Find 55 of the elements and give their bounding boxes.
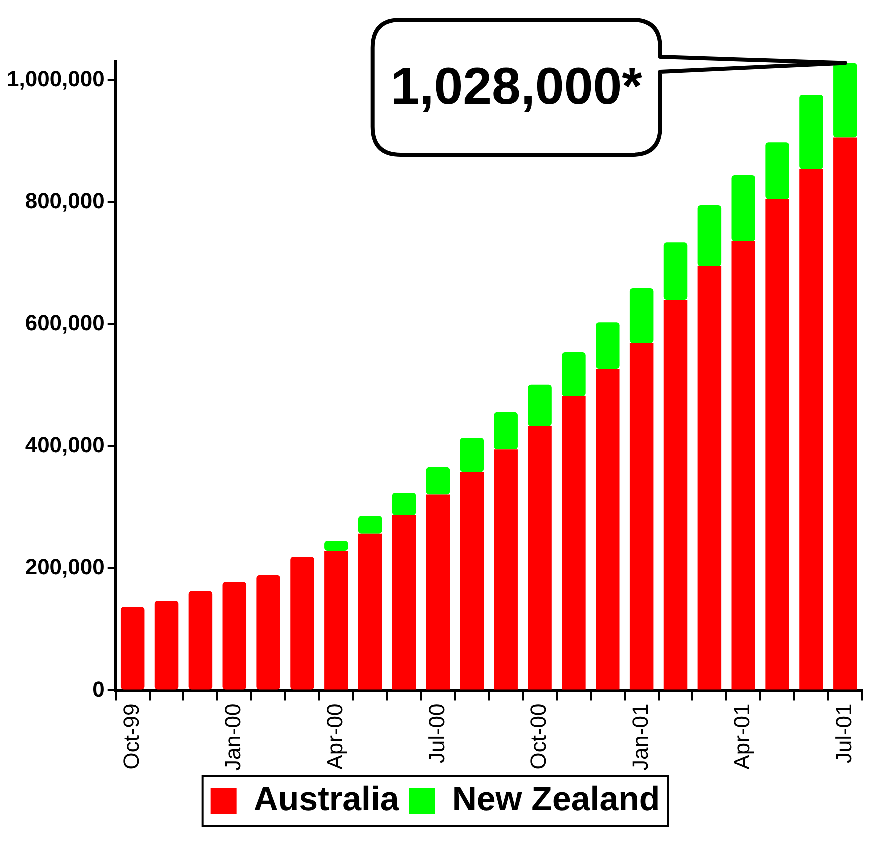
y-tick-label: 800,000 <box>25 188 105 214</box>
bar <box>426 467 450 495</box>
bar <box>290 557 314 690</box>
y-tick-label: 600,000 <box>25 310 105 336</box>
bar <box>834 138 858 690</box>
y-tick-label: 200,000 <box>25 554 105 580</box>
bar <box>460 472 484 690</box>
bar <box>732 176 756 242</box>
bar <box>596 322 620 370</box>
y-tick-label: 400,000 <box>25 432 105 458</box>
bar <box>562 396 586 690</box>
bar <box>664 242 688 300</box>
bar <box>392 492 416 516</box>
x-tick-label: Oct-00 <box>526 704 552 770</box>
x-tick-label: Jan-01 <box>628 704 653 772</box>
legend-label: Australia <box>254 780 400 818</box>
bar <box>426 494 450 690</box>
legend-label: New Zealand <box>452 780 660 818</box>
y-tick-label: 0 <box>92 676 105 702</box>
bar <box>562 352 586 397</box>
bar <box>222 582 247 690</box>
bar <box>698 205 722 266</box>
bar <box>698 266 722 690</box>
x-tick-label: Oct-99 <box>118 704 144 770</box>
bar <box>834 63 858 138</box>
annotation: 1,028,000* <box>390 58 644 116</box>
y-tick-label: 1,000,000 <box>6 66 105 92</box>
bar <box>664 300 688 690</box>
x-tick-label: Jul-00 <box>424 704 450 764</box>
bar <box>766 199 790 690</box>
bar <box>596 369 620 690</box>
bar <box>766 142 790 200</box>
bar <box>732 241 756 690</box>
bar <box>324 550 348 690</box>
bar <box>324 541 348 551</box>
bar <box>800 94 824 170</box>
bar <box>630 288 654 344</box>
x-tick-label: Jan-00 <box>220 704 246 772</box>
bar <box>528 384 552 426</box>
bar <box>358 516 382 534</box>
x-tick-label: Apr-01 <box>730 704 755 770</box>
bar <box>256 575 280 690</box>
bar <box>188 591 213 690</box>
x-tick-label: Apr-00 <box>322 704 348 770</box>
x-tick-label: Jul-01 <box>831 704 856 764</box>
bar <box>630 343 654 690</box>
bar <box>528 426 552 690</box>
bar <box>358 534 382 690</box>
bar <box>154 601 179 690</box>
bar <box>494 412 518 450</box>
bar <box>460 438 484 472</box>
bar <box>800 169 824 690</box>
bar <box>494 450 518 690</box>
bar <box>392 516 416 690</box>
bar <box>120 607 145 690</box>
